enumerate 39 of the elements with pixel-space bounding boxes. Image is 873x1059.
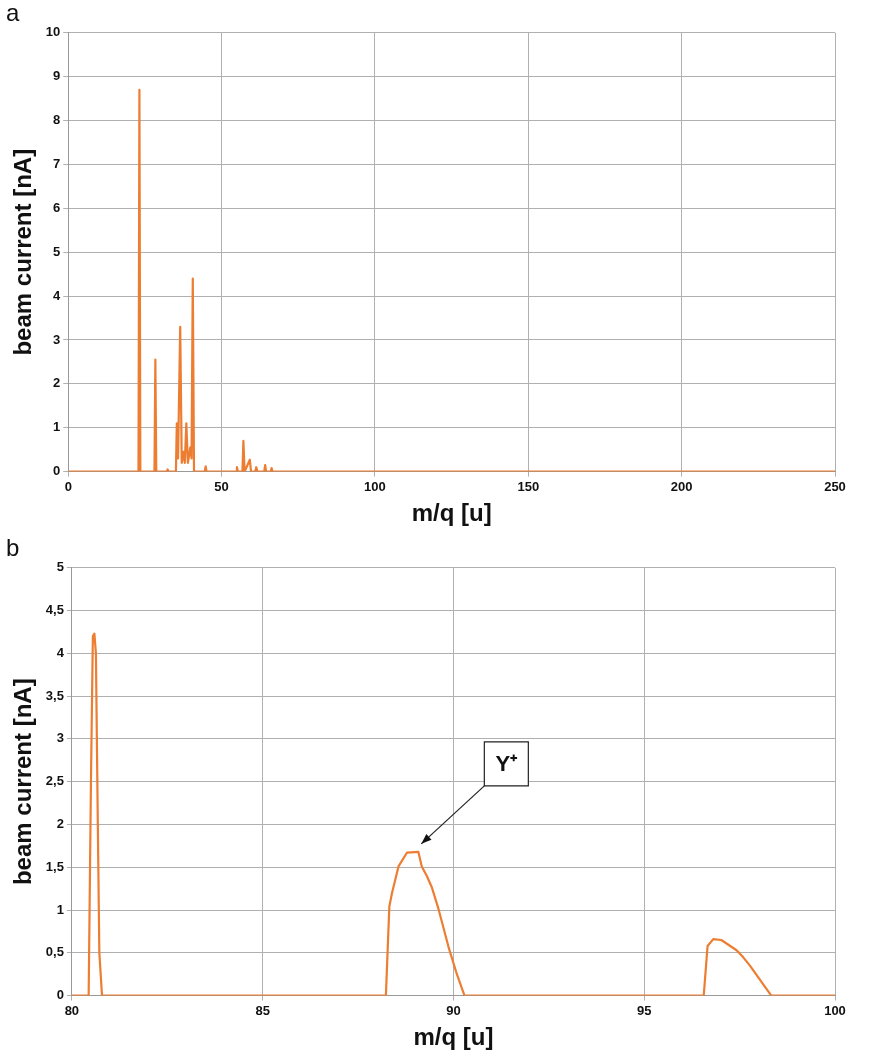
y-tick-label: 3,5 <box>45 687 64 703</box>
x-tick-label: 90 <box>446 1002 461 1018</box>
x-tick-label: 80 <box>64 1002 80 1018</box>
x-tick-label: 100 <box>364 478 386 494</box>
y-tick-label: 7 <box>53 156 61 172</box>
y-tick-label: 2 <box>56 816 64 832</box>
y-tick-label: 0,5 <box>45 944 64 960</box>
y-tick-label: 4 <box>53 287 62 303</box>
y-tick-label: 2 <box>53 375 61 391</box>
y-tick-label: 1 <box>56 901 64 917</box>
y-tick-label: 5 <box>53 243 61 259</box>
annotation: Y⁺ <box>495 750 519 776</box>
y-tick-label: 8 <box>53 112 61 128</box>
y-tick-label: 1 <box>53 419 61 435</box>
y-tick-label: 0 <box>53 463 61 479</box>
x-tick-label: 50 <box>214 478 229 494</box>
y-tick-label: 5 <box>56 559 64 575</box>
y-axis-title: beam current [nA] <box>9 678 37 886</box>
y-tick-label: 6 <box>53 199 61 215</box>
y-tick-label: 10 <box>45 24 61 40</box>
y-axis-title: beam current [nA] <box>9 148 37 356</box>
x-tick-label: 85 <box>255 1002 270 1018</box>
x-axis-title: m/q [u] <box>413 1023 494 1051</box>
chart-title: a <box>6 0 20 27</box>
y-tick-label: 0 <box>56 987 64 1003</box>
y-tick-label: 3 <box>53 331 61 347</box>
y-tick-label: 2,5 <box>45 773 64 789</box>
x-axis-title: m/q [u] <box>411 499 492 527</box>
y-tick-label: 9 <box>53 68 61 84</box>
y-tick-label: 4 <box>56 644 65 660</box>
x-tick-label: 100 <box>824 1002 846 1018</box>
x-tick-label: 95 <box>636 1002 652 1018</box>
x-tick-label: 200 <box>670 478 693 494</box>
y-tick-label: 3 <box>56 730 64 746</box>
x-tick-label: 150 <box>517 478 540 494</box>
y-tick-label: 1,5 <box>45 858 64 874</box>
x-tick-label: 250 <box>824 478 846 494</box>
y-tick-label: 4,5 <box>45 602 64 618</box>
chart-title: b <box>6 534 20 562</box>
